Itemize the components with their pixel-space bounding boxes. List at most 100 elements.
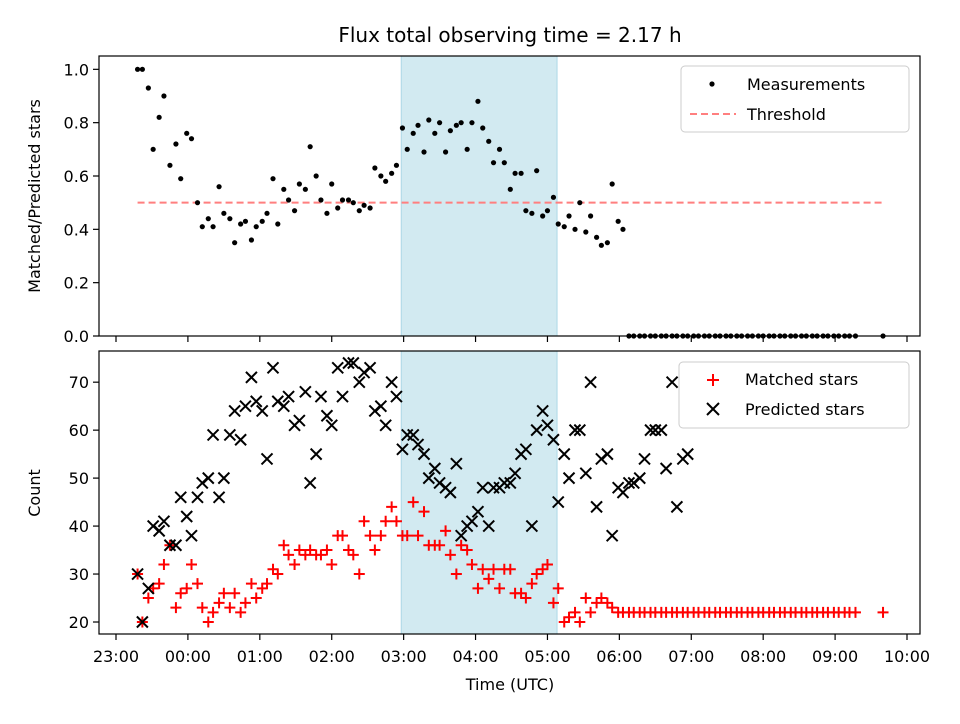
measurement-point <box>173 141 179 147</box>
x-tick-label: 07:00 <box>668 647 714 666</box>
measurement-point <box>361 202 367 208</box>
matched-star-point <box>434 539 446 551</box>
measurement-point <box>378 173 384 179</box>
predicted-star-point <box>417 447 431 461</box>
matched-star-point <box>477 563 489 575</box>
predicted-star-point <box>303 476 317 490</box>
predicted-star-point <box>638 452 651 466</box>
predicted-star-point <box>223 428 237 442</box>
predicted-star-point <box>508 467 522 480</box>
matched-star-point <box>375 530 387 542</box>
x-tick-label: 06:00 <box>596 647 642 666</box>
predicted-star-point <box>547 433 560 446</box>
measurement-point <box>529 210 535 216</box>
measurement-point <box>356 208 362 214</box>
matched-star-point <box>515 587 527 599</box>
y-tick-label: 0.8 <box>64 114 89 133</box>
top-axes-frame <box>98 55 921 337</box>
predicted-star-point <box>131 567 144 581</box>
measurement-point <box>490 160 497 166</box>
predicted-star-point <box>320 409 334 422</box>
predicted-star-point <box>482 519 495 533</box>
matched-star-point <box>261 578 273 590</box>
predicted-star-point <box>465 515 479 528</box>
measurement-point <box>242 218 249 224</box>
matched-star-point <box>444 549 456 561</box>
predicted-star-point <box>390 390 403 403</box>
y-tick-label: 0.6 <box>64 167 89 186</box>
predicted-star-point <box>428 462 442 475</box>
measurement-point <box>296 181 302 187</box>
measurement-point <box>432 130 438 136</box>
measurement-point <box>393 162 400 168</box>
matched-star-point <box>386 501 398 513</box>
top-x-tick-marks <box>115 336 908 342</box>
matched-star-point <box>186 558 198 570</box>
predicted-star-point <box>579 467 593 480</box>
matched-star-point <box>191 578 203 590</box>
predicted-star-point <box>363 361 377 374</box>
predicted-star-point <box>347 356 360 370</box>
measurement-point <box>458 120 464 126</box>
predicted-star-point <box>234 433 247 446</box>
predicted-star-point <box>260 452 274 466</box>
measurement-point <box>421 149 427 155</box>
measurement-point <box>604 240 610 246</box>
measurement-point <box>512 170 518 176</box>
legend-x-marker <box>706 402 720 416</box>
measurement-point <box>464 146 470 152</box>
matched-star-point <box>181 582 193 594</box>
predicted-star-point <box>299 385 312 398</box>
predicted-star-point <box>314 390 328 403</box>
bottom-y-axis: 20 30 40 50 60 70 <box>69 373 99 632</box>
predicted-star-point <box>525 519 539 533</box>
matched-star-point <box>526 578 538 590</box>
matched-star-point <box>229 587 241 599</box>
predicted-star-point <box>174 491 187 504</box>
predicted-star-point <box>558 447 571 461</box>
x-tick-label: 03:00 <box>381 647 427 666</box>
predicted-star-point <box>471 505 485 518</box>
measurement-point <box>475 98 481 104</box>
matched-star-point <box>541 558 553 570</box>
top-y-axis-label: Matched/Predicted stars <box>25 99 44 293</box>
matched-star-point <box>239 597 251 609</box>
measurement-point <box>335 205 341 211</box>
predicted-star-point <box>136 615 149 629</box>
matched-star-point <box>289 558 301 570</box>
predicted-star-point <box>536 404 549 418</box>
predicted-star-point <box>601 447 614 461</box>
predicted-star-point <box>633 471 646 485</box>
x-tick-label: 08:00 <box>740 647 786 666</box>
x-tick-label: 00:00 <box>165 647 211 666</box>
predicted-star-point <box>476 481 489 494</box>
matched-star-point <box>315 549 327 561</box>
x-tick-label: 02:00 <box>309 647 355 666</box>
measurement-point <box>453 122 459 128</box>
y-tick-label: 0.4 <box>64 220 89 239</box>
matched-star-point <box>520 592 532 604</box>
bottom-panel: 20 30 40 50 60 70 23:00 00:00 01:00 02:00 03:00 04… <box>25 350 930 694</box>
predicted-star-point <box>665 375 679 389</box>
measurement-point <box>426 117 432 123</box>
predicted-star-point <box>239 399 252 413</box>
matched-star-point <box>585 606 597 618</box>
measurement-point <box>184 130 190 136</box>
predicted-star-point <box>282 390 295 403</box>
measurement-point <box>572 226 578 232</box>
measurement-point <box>593 234 600 240</box>
predicted-star-point <box>659 462 673 475</box>
matched-star-point <box>488 563 500 575</box>
predicted-star-point <box>568 423 582 437</box>
legend-dot-marker <box>709 81 715 87</box>
matched-star-point <box>250 592 262 604</box>
measurement-point <box>442 149 449 155</box>
x-tick-label: 05:00 <box>524 647 570 666</box>
measurement-point <box>221 210 227 216</box>
matched-star-point <box>390 515 402 527</box>
predicted-star-point <box>228 404 241 418</box>
legend-label-predicted-stars: Predicted stars <box>745 400 865 419</box>
matched-star-point <box>440 525 452 537</box>
predicted-star-point <box>309 447 323 461</box>
bottom-axes-frame <box>98 350 921 635</box>
